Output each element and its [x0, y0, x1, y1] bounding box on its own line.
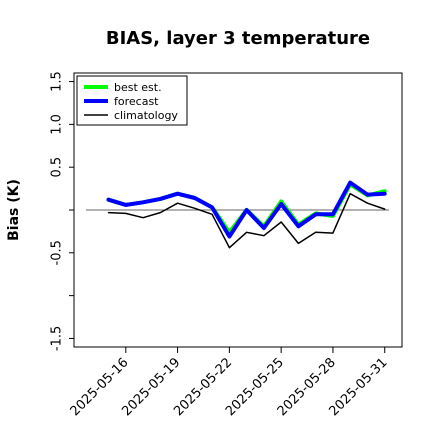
- series-line-forecast: [106, 180, 387, 239]
- y-tick-label: -1.5: [50, 326, 65, 351]
- chart-title: BIAS, layer 3 temperature: [106, 28, 370, 49]
- y-axis-label: Bias (K): [6, 179, 22, 241]
- y-tick-label: 1.0: [50, 114, 65, 135]
- legend-label-forecast: forecast: [114, 95, 159, 108]
- legend-label-climatology: climatology: [114, 109, 178, 122]
- y-tick-label: 1.5: [50, 71, 65, 92]
- series-layer: [106, 180, 387, 249]
- series-line-climatology: [107, 192, 386, 249]
- y-tick-label: -0.5: [50, 240, 65, 265]
- legend: best est. forecast climatology: [76, 75, 188, 126]
- y-tick-label: 0.5: [50, 157, 65, 178]
- legend-label-best-est: best est.: [114, 81, 162, 94]
